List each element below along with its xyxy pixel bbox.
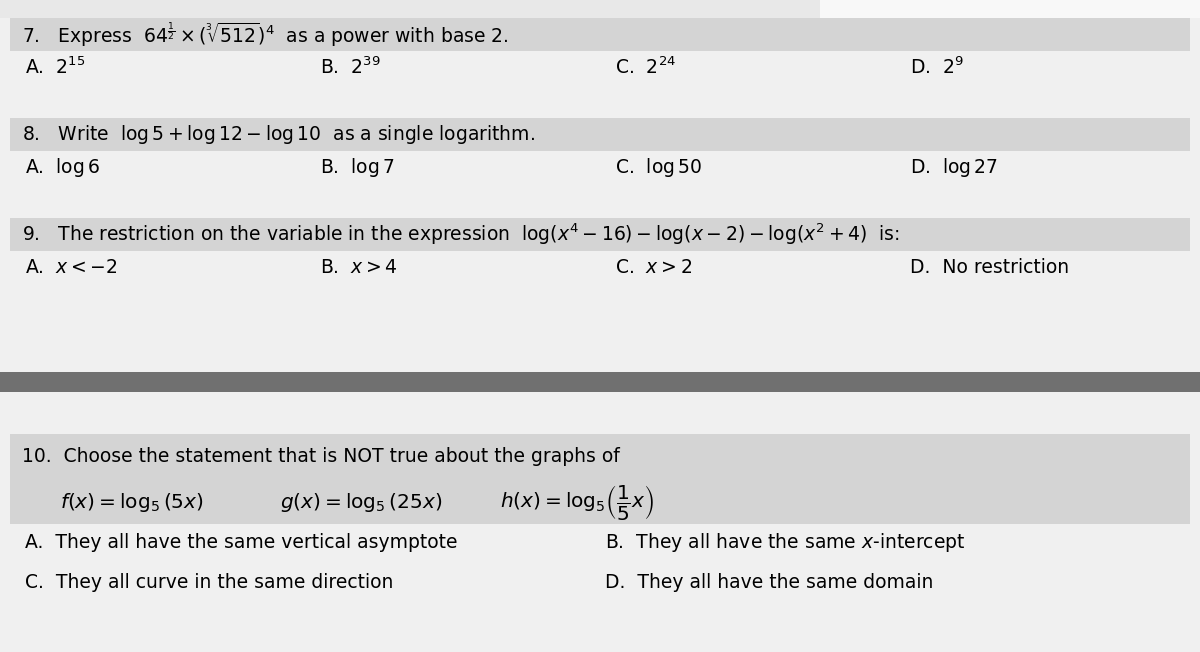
Text: C.  $2^{24}$: C. $2^{24}$ xyxy=(616,57,676,78)
Text: A.  $x < -2$: A. $x < -2$ xyxy=(25,258,118,277)
Text: 8.   Write  $\log 5 + \log 12 - \log 10$  as a single logarithm.: 8. Write $\log 5 + \log 12 - \log 10$ as… xyxy=(22,123,535,146)
Text: D.  No restriction: D. No restriction xyxy=(910,258,1069,277)
Bar xyxy=(0,602,1200,652)
Text: D.  $\log 27$: D. $\log 27$ xyxy=(910,156,998,179)
Bar xyxy=(10,218,1190,251)
Text: C.  $\log 50$: C. $\log 50$ xyxy=(616,156,702,179)
Text: D.  $2^{9}$: D. $2^{9}$ xyxy=(910,57,964,78)
Bar xyxy=(10,118,1190,151)
Text: B.  They all have the same $x$-intercept: B. They all have the same $x$-intercept xyxy=(605,531,966,554)
Text: $f(x) = \log_5(5x)$: $f(x) = \log_5(5x)$ xyxy=(60,490,204,514)
Text: B.  $\log 7$: B. $\log 7$ xyxy=(320,156,395,179)
Bar xyxy=(10,251,1190,284)
Text: C.  They all curve in the same direction: C. They all curve in the same direction xyxy=(25,572,394,591)
Text: D.  They all have the same domain: D. They all have the same domain xyxy=(605,572,934,591)
Bar xyxy=(10,284,1190,372)
Text: $g(x) = \log_5(25x)$: $g(x) = \log_5(25x)$ xyxy=(280,490,443,514)
Bar xyxy=(0,0,1200,18)
Bar xyxy=(10,434,1190,524)
Text: C.  $x > 2$: C. $x > 2$ xyxy=(616,258,692,277)
Bar xyxy=(10,524,1190,562)
Text: B.  $2^{39}$: B. $2^{39}$ xyxy=(320,57,380,78)
Text: A.  They all have the same vertical asymptote: A. They all have the same vertical asymp… xyxy=(25,533,457,552)
Text: 10.  Choose the statement that is NOT true about the graphs of: 10. Choose the statement that is NOT tru… xyxy=(22,447,619,466)
Bar xyxy=(0,372,1200,392)
Bar xyxy=(10,51,1190,84)
Bar xyxy=(10,151,1190,184)
Text: A.  $\log 6$: A. $\log 6$ xyxy=(25,156,100,179)
Bar xyxy=(820,0,1200,18)
Bar xyxy=(10,18,1190,51)
Text: 9.   The restriction on the variable in the expression  $\log(x^4 - 16) - \log(x: 9. The restriction on the variable in th… xyxy=(22,222,900,247)
Text: 7.   Express  $64^{\frac{1}{2}} \times \left(\sqrt[3]{512}\right)^{4}$  as a pow: 7. Express $64^{\frac{1}{2}} \times \lef… xyxy=(22,20,509,49)
Bar xyxy=(0,392,1200,434)
Text: B.  $x > 4$: B. $x > 4$ xyxy=(320,258,397,277)
Bar xyxy=(10,84,1190,118)
Text: A.  $2^{15}$: A. $2^{15}$ xyxy=(25,57,85,78)
Bar xyxy=(10,562,1190,602)
Bar xyxy=(10,184,1190,218)
Text: $h(x) = \log_5\!\left(\dfrac{1}{5}x\right)$: $h(x) = \log_5\!\left(\dfrac{1}{5}x\righ… xyxy=(500,482,654,522)
